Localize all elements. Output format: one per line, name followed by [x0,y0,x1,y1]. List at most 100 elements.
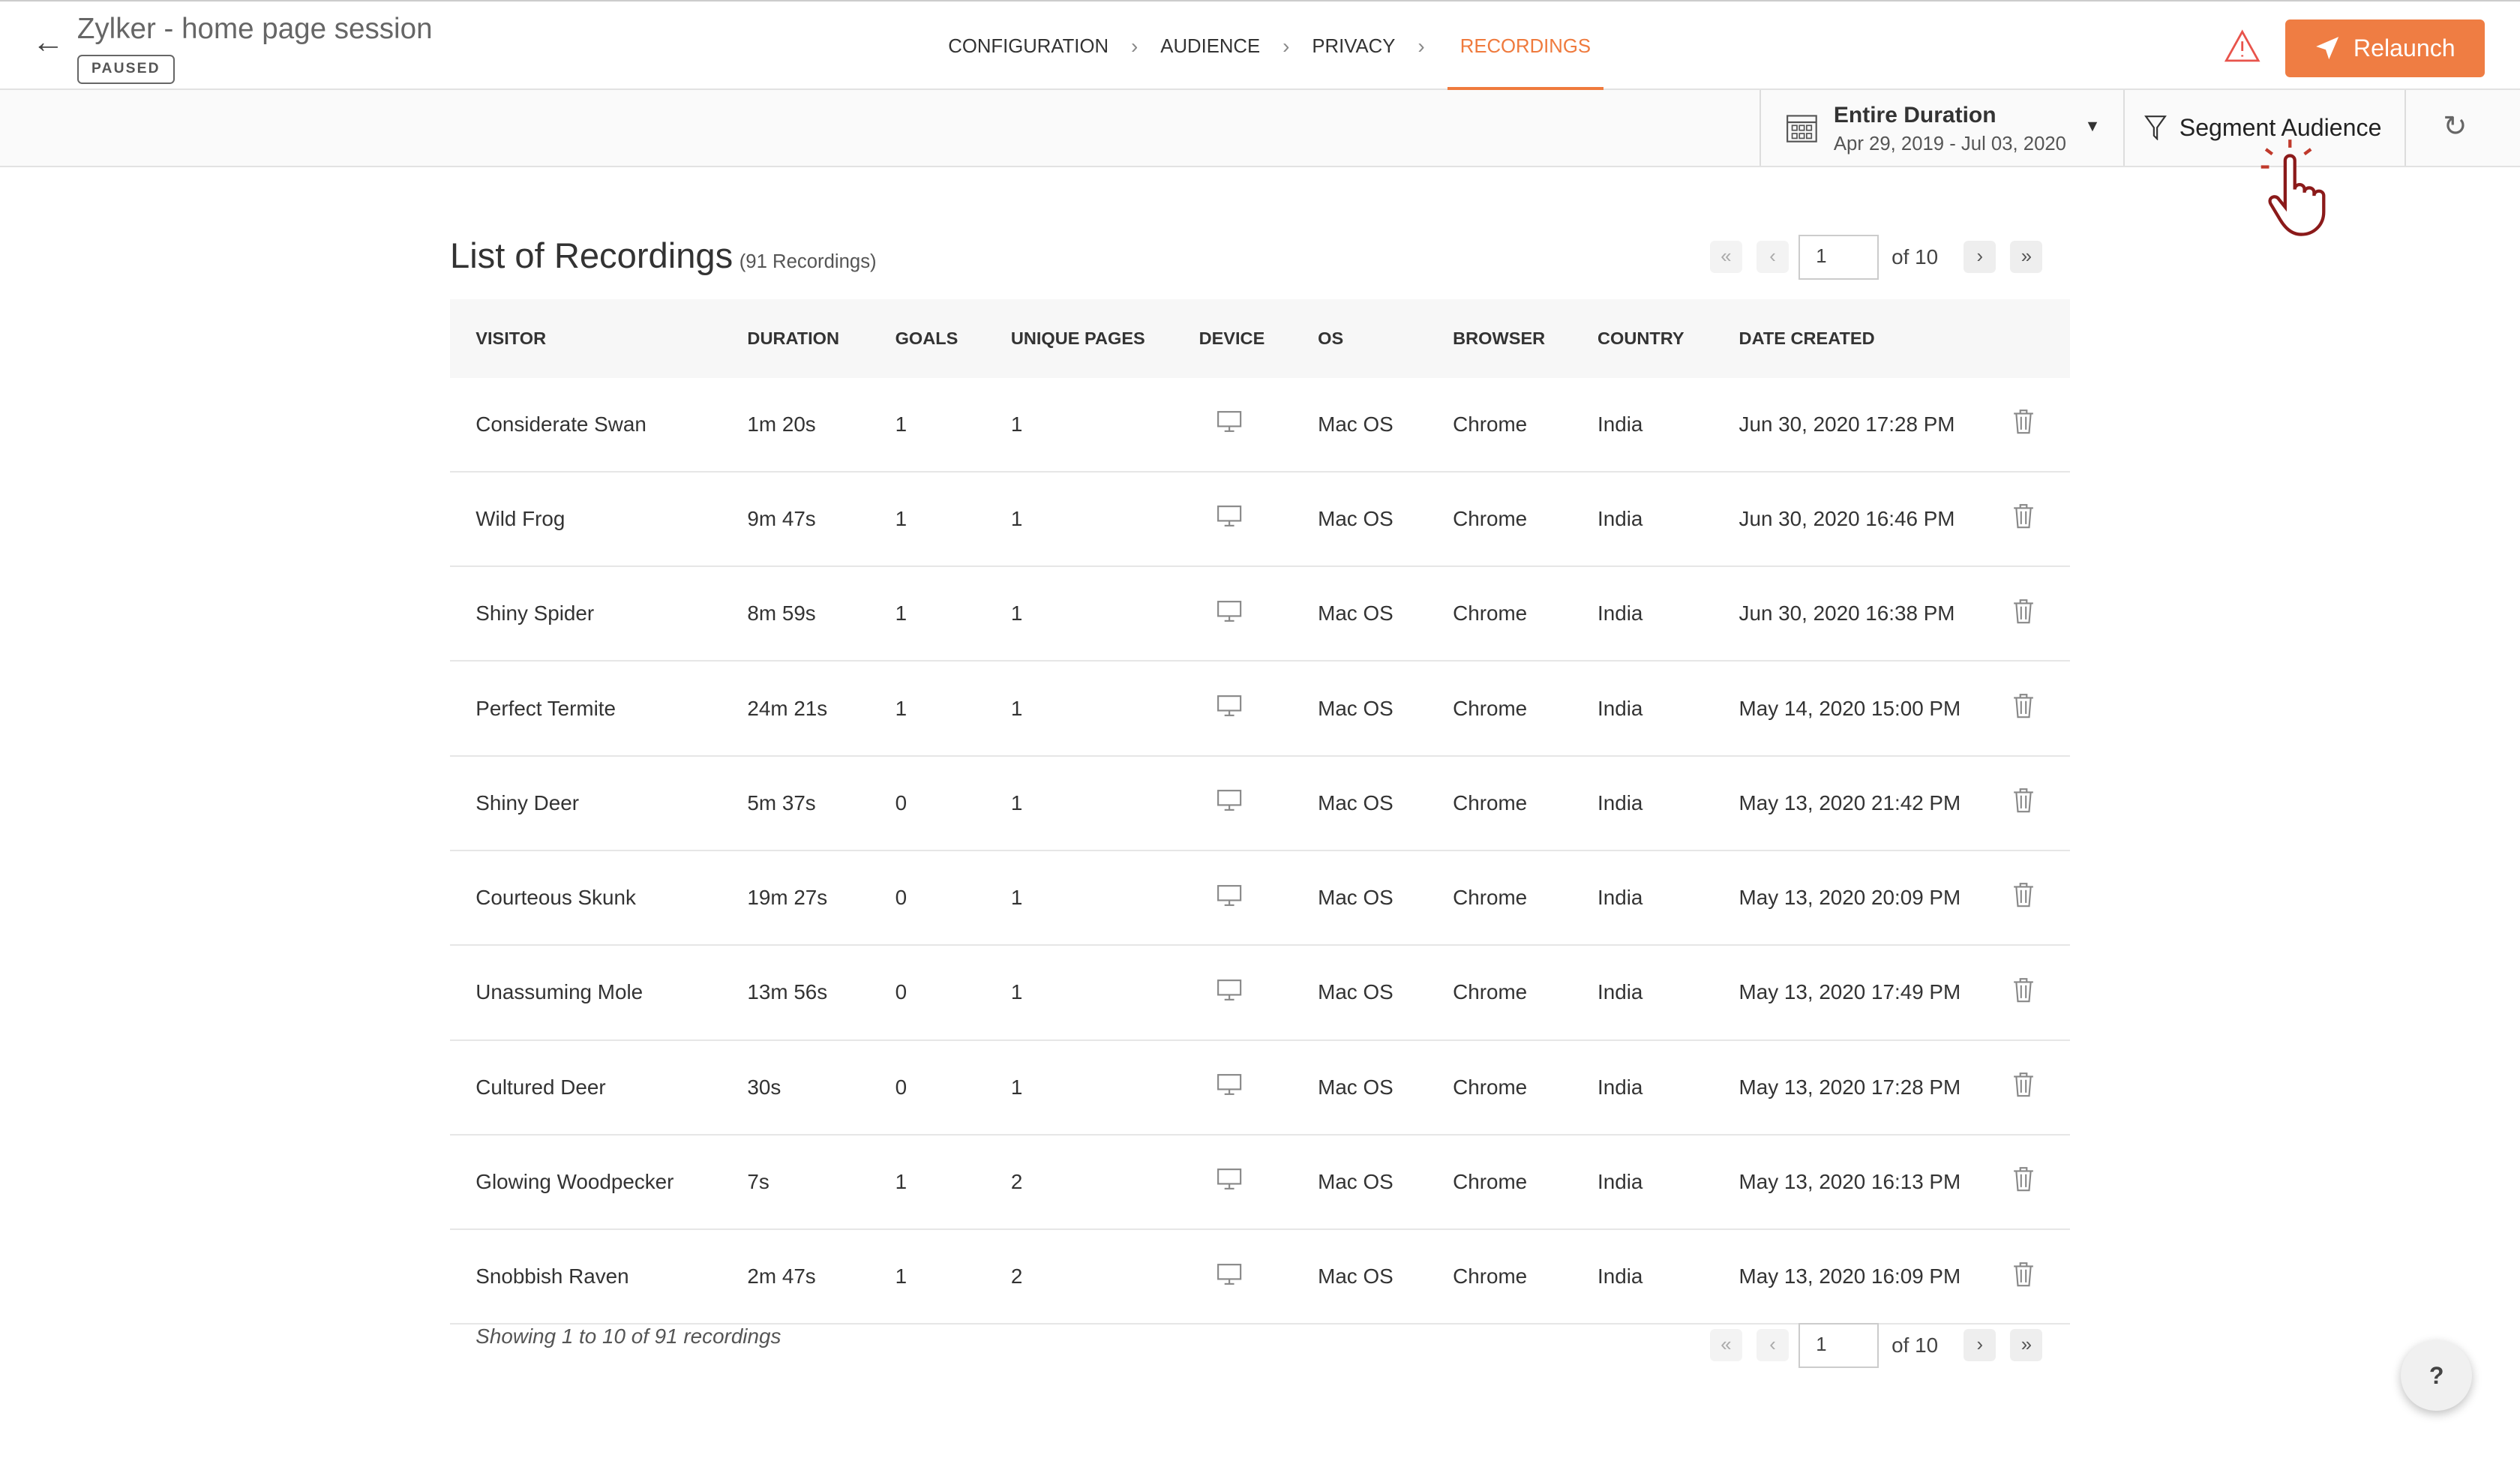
cell-duration: 2m 47s [746,1229,894,1325]
cell-os: Mac OS [1316,1040,1451,1136]
cell-duration: 7s [746,1134,894,1231]
cell-browser: Chrome [1450,377,1596,472]
table-row[interactable]: Wild Frog 9m 47s 1 1 Mac OS Chrome India Jun 30… [450,471,2071,568]
segment-audience-button[interactable]: Segment Audience [2122,90,2406,166]
cell-browser: Chrome [1450,945,1596,1041]
help-button[interactable]: ? [2401,1340,2472,1412]
cell-country: India [1595,377,1738,472]
cell-date: May 13, 2020 17:49 PM [1737,945,2011,1041]
duration-range: Apr 29, 2019 - Jul 03, 2020 [1833,133,2066,154]
back-arrow-icon[interactable]: ← [32,24,64,60]
column-header: DURATION [746,298,894,378]
cell-visitor: Shiny Spider [450,566,746,662]
send-icon [2316,37,2339,60]
relaunch-button[interactable]: Relaunch [2285,19,2485,77]
cell-goals: 1 [893,661,1010,757]
next-page-button[interactable]: › [1964,241,1996,274]
duration-dropdown[interactable]: Entire Duration Apr 29, 2019 - Jul 03, 2… [1760,90,2125,166]
cell-pages: 1 [1009,1040,1198,1136]
trash-icon[interactable] [2010,1229,2071,1325]
cell-country: India [1595,566,1738,662]
cell-visitor: Snobbish Raven [450,1229,746,1325]
last-page-button[interactable]: » [2010,241,2043,274]
list-heading: List of Recordings (91 Recordings) [450,235,877,276]
top-bar: ← Zylker - home page session PAUSED CONF… [0,0,2520,92]
table-row[interactable]: Cultured Deer 30s 0 1 Mac OS Chrome India May 1… [450,1040,2071,1136]
cell-duration: 1m 20s [746,377,894,472]
cell-goals: 0 [893,1040,1010,1136]
pointer-hand-icon [2261,140,2326,236]
list-title: List of Recordings [450,235,734,275]
cell-country: India [1595,661,1738,757]
page-input[interactable]: 1 [1798,234,1879,280]
page-title: Zylker - home page session [76,13,433,45]
cell-visitor: Glowing Woodpecker [450,1134,746,1231]
table-row[interactable]: Shiny Deer 5m 37s 0 1 Mac OS Chrome India May 1… [450,755,2071,851]
cell-pages: 1 [1009,755,1198,851]
desktop-icon [1197,1134,1316,1231]
trash-icon[interactable] [2010,755,2071,851]
first-page-button[interactable]: « [1710,1329,1742,1362]
table-row[interactable]: Perfect Termite 24m 21s 1 1 Mac OS Chrome Indi… [450,661,2071,757]
refresh-icon[interactable]: ↻ [2443,110,2468,142]
trash-icon[interactable] [2010,1134,2071,1231]
column-header: UNIQUE PAGES [1009,298,1198,378]
trash-icon[interactable] [2010,850,2071,946]
cell-date: May 13, 2020 20:09 PM [1737,850,2011,946]
cell-os: Mac OS [1316,661,1451,757]
trash-icon[interactable] [2010,945,2071,1041]
trash-icon[interactable] [2010,661,2071,757]
cell-os: Mac OS [1316,1134,1451,1231]
table-row[interactable]: Considerate Swan 1m 20s 1 1 Mac OS Chrome Indi… [450,377,2071,472]
warning-icon[interactable] [2223,28,2261,64]
page-total: of 10 [1892,244,1939,268]
trash-icon[interactable] [2010,377,2071,472]
cell-date: May 13, 2020 16:09 PM [1737,1229,2011,1325]
cell-os: Mac OS [1316,850,1451,946]
table-row[interactable]: Shiny Spider 8m 59s 1 1 Mac OS Chrome India Jun… [450,566,2071,662]
cell-country: India [1595,945,1738,1041]
cell-country: India [1595,1134,1738,1231]
column-header: BROWSER [1450,298,1596,378]
tab-recordings[interactable]: RECORDINGS [1447,2,1604,92]
tab-audience[interactable]: AUDIENCE [1160,36,1261,57]
prev-page-button[interactable]: ‹ [1756,241,1789,274]
tab-privacy[interactable]: PRIVACY [1312,36,1396,57]
recordings-table: VISITOR DURATION GOALS UNIQUE PAGES DEVICE OS… [450,298,2071,1325]
cell-duration: 30s [746,1040,894,1136]
desktop-icon [1197,755,1316,851]
cell-duration: 9m 47s [746,471,894,568]
cell-visitor: Shiny Deer [450,755,746,851]
column-header: DATE CREATED [1737,298,2011,378]
table-row[interactable]: Unassuming Mole 13m 56s 0 1 Mac OS Chrome Indi… [450,945,2071,1041]
cell-os: Mac OS [1316,566,1451,662]
table-row[interactable]: Glowing Woodpecker 7s 1 2 Mac OS Chrome India M… [450,1134,2071,1231]
cell-date: Jun 30, 2020 16:38 PM [1737,566,2011,662]
tab-configuration[interactable]: CONFIGURATION [948,36,1109,57]
cell-goals: 1 [893,566,1010,662]
cell-country: India [1595,1229,1738,1325]
calendar-icon [1786,115,1817,142]
next-page-button[interactable]: › [1964,1329,1996,1362]
cell-os: Mac OS [1316,755,1451,851]
showing-summary: Showing 1 to 10 of 91 recordings [476,1324,782,1348]
column-header: VISITOR [450,298,746,378]
pager-bottom: « ‹ 1 of 10 › » [1710,1322,2043,1368]
trash-icon[interactable] [2010,471,2071,568]
last-page-button[interactable]: » [2010,1329,2043,1362]
cell-duration: 8m 59s [746,566,894,662]
cell-visitor: Perfect Termite [450,661,746,757]
first-page-button[interactable]: « [1710,241,1742,274]
table-row[interactable]: Snobbish Raven 2m 47s 1 2 Mac OS Chrome India M… [450,1229,2071,1325]
table-row[interactable]: Courteous Skunk 19m 27s 0 1 Mac OS Chrome Indi… [450,850,2071,946]
trash-icon[interactable] [2010,1040,2071,1136]
prev-page-button[interactable]: ‹ [1756,1329,1789,1362]
page-input[interactable]: 1 [1798,1322,1879,1368]
cell-os: Mac OS [1316,377,1451,472]
desktop-icon [1197,1229,1316,1325]
cell-browser: Chrome [1450,1134,1596,1231]
cell-goals: 1 [893,1134,1010,1231]
cell-pages: 1 [1009,850,1198,946]
column-header: OS [1316,298,1451,378]
trash-icon[interactable] [2010,566,2071,662]
